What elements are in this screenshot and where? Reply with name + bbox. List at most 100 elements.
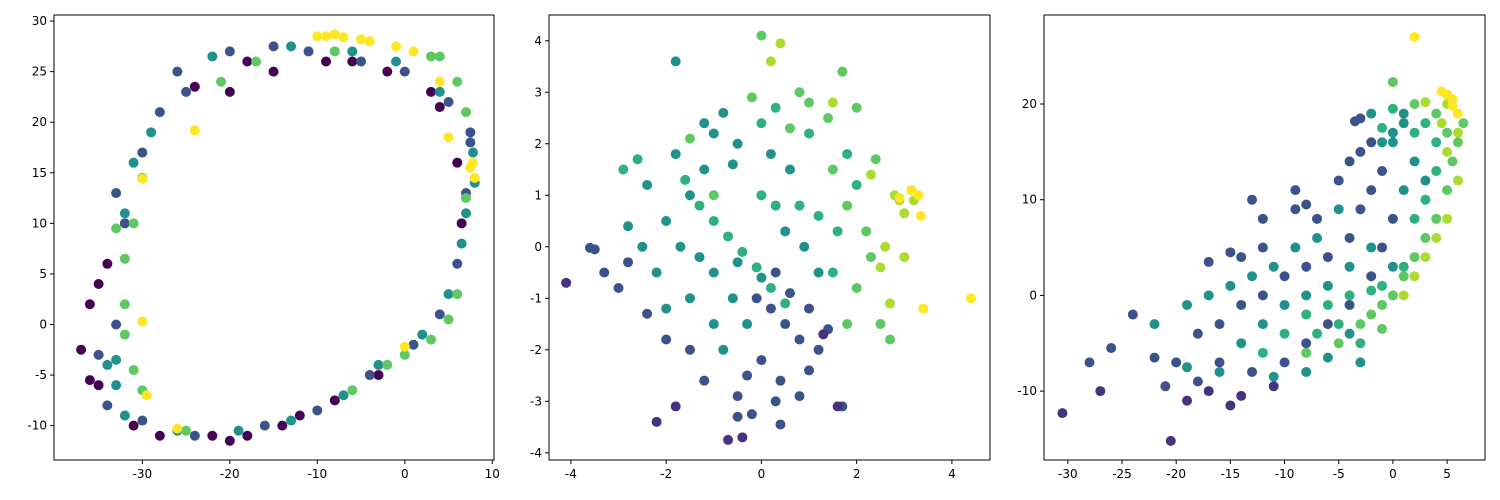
point xyxy=(1236,299,1247,310)
point xyxy=(251,56,262,67)
point xyxy=(804,128,815,139)
point xyxy=(1366,242,1377,253)
point xyxy=(1333,319,1344,330)
point xyxy=(1236,338,1247,349)
x-tick-label: 0 xyxy=(758,467,766,481)
point xyxy=(1192,376,1203,387)
point xyxy=(189,125,200,136)
point xyxy=(119,253,130,264)
point xyxy=(865,252,876,263)
point xyxy=(1349,116,1360,127)
point xyxy=(751,293,762,304)
point xyxy=(894,192,905,203)
point xyxy=(884,298,895,309)
point xyxy=(1149,319,1160,330)
point xyxy=(408,46,419,57)
point xyxy=(1192,328,1203,339)
point xyxy=(189,430,200,441)
point xyxy=(347,385,358,396)
y-tick-label: -10 xyxy=(1017,384,1037,398)
point xyxy=(102,400,113,411)
point xyxy=(765,56,776,67)
point xyxy=(1377,299,1388,310)
point xyxy=(1398,271,1409,282)
point xyxy=(732,391,743,402)
point xyxy=(1447,100,1458,111)
point xyxy=(468,157,479,168)
point xyxy=(373,370,384,381)
point xyxy=(426,86,437,97)
point xyxy=(329,46,340,57)
point xyxy=(1387,213,1398,224)
point xyxy=(154,107,165,118)
point xyxy=(321,31,332,42)
point xyxy=(642,179,653,190)
y-tick-label: -5 xyxy=(35,368,47,382)
y-tick-label: 5 xyxy=(39,267,47,281)
point xyxy=(443,132,454,143)
point xyxy=(1344,156,1355,167)
point xyxy=(417,329,428,340)
point xyxy=(746,409,757,420)
point xyxy=(680,174,691,185)
point xyxy=(426,334,437,345)
point xyxy=(1268,381,1279,392)
point xyxy=(1127,309,1138,320)
point xyxy=(832,401,843,412)
point xyxy=(286,41,297,52)
point xyxy=(461,193,472,204)
point xyxy=(1377,242,1388,253)
point xyxy=(426,51,437,62)
point xyxy=(1214,319,1225,330)
point xyxy=(818,329,829,340)
point xyxy=(1214,366,1225,377)
y-tick-label: -10 xyxy=(27,419,47,433)
point xyxy=(93,279,104,290)
x-tick-label: 2 xyxy=(853,467,861,481)
point xyxy=(1409,99,1420,109)
point xyxy=(373,359,384,370)
x-tick-label: -20 xyxy=(1166,467,1186,481)
point xyxy=(356,56,367,67)
point xyxy=(1355,204,1366,215)
point xyxy=(1377,137,1388,148)
point xyxy=(1301,290,1312,301)
point xyxy=(154,430,165,441)
point xyxy=(756,355,767,366)
point xyxy=(1333,175,1344,186)
point xyxy=(813,210,824,221)
x-tick-label: -30 xyxy=(1058,467,1078,481)
point xyxy=(1149,352,1160,363)
point xyxy=(1420,232,1431,243)
point xyxy=(1160,381,1171,392)
y-tick-label: 15 xyxy=(32,166,47,180)
point xyxy=(1366,137,1377,148)
point xyxy=(452,289,463,300)
y-tick-label: 20 xyxy=(32,115,47,129)
point xyxy=(146,127,157,138)
point xyxy=(823,113,834,124)
point xyxy=(851,282,862,293)
point xyxy=(1366,309,1377,320)
point xyxy=(461,107,472,118)
point xyxy=(128,364,139,375)
point xyxy=(765,282,776,293)
point xyxy=(312,405,323,416)
point xyxy=(1355,319,1366,330)
point xyxy=(1095,386,1106,397)
point xyxy=(623,221,634,232)
point xyxy=(1290,242,1301,253)
point xyxy=(675,241,686,252)
point xyxy=(443,289,454,300)
point xyxy=(76,344,87,355)
point xyxy=(699,375,710,386)
x-tick-label: -15 xyxy=(1221,467,1241,481)
y-tick-label: 3 xyxy=(534,85,542,99)
point xyxy=(1225,247,1236,258)
point xyxy=(756,190,767,201)
point xyxy=(632,154,643,165)
point xyxy=(832,226,843,237)
point xyxy=(1366,271,1377,282)
point xyxy=(770,396,781,407)
point xyxy=(224,435,235,446)
